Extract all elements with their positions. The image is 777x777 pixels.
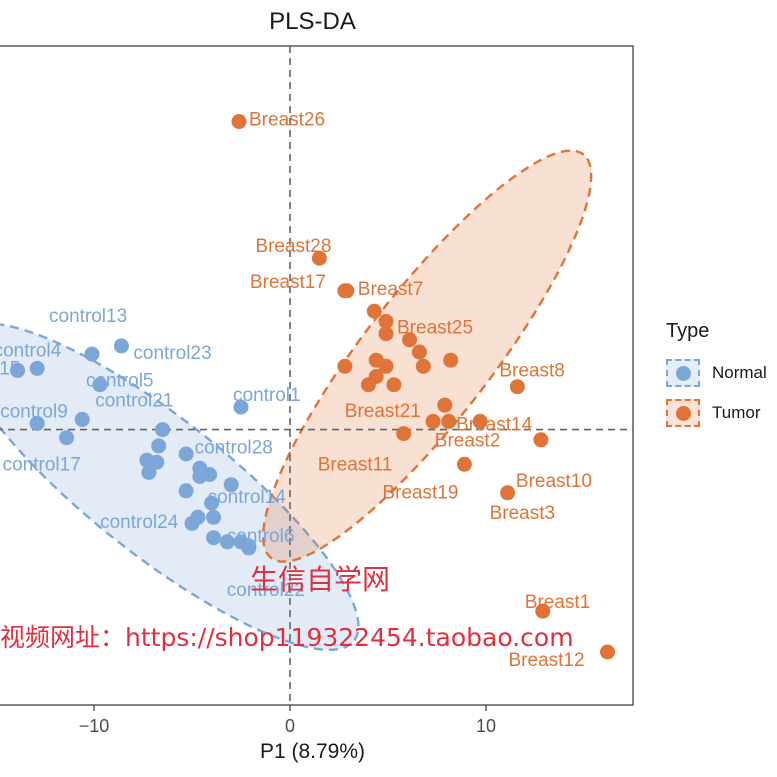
x-tick-label-10: 10 <box>476 716 496 736</box>
point-tumor-breast17 <box>337 283 353 299</box>
point-tumor-breast10 <box>533 432 549 448</box>
point-normal-16 <box>149 454 165 470</box>
point-normal-25 <box>206 509 222 525</box>
point-tumor-breast21 <box>437 397 453 413</box>
chart-title: PLS-DA <box>269 8 356 35</box>
point-label-control6: control6 <box>227 526 295 547</box>
point-normal-17 <box>141 464 157 480</box>
point-label-control14: control14 <box>208 487 287 508</box>
point-label-breast21: Breast21 <box>345 401 421 422</box>
point-normal-14 <box>151 438 167 454</box>
point-normal-26 <box>206 530 222 546</box>
legend-item-tumor: Tumor <box>666 393 777 433</box>
point-normal-21 <box>202 467 218 482</box>
ellipse-normal <box>0 323 360 651</box>
point-label-control22: control22 <box>227 580 305 601</box>
point-normal-control1 <box>233 399 249 415</box>
point-tumor-24 <box>386 377 402 393</box>
point-tumor-breast19 <box>456 456 472 472</box>
point-tumor-breast8 <box>509 379 525 395</box>
point-label-breast26: Breast26 <box>249 110 325 131</box>
point-tumor-breast28 <box>311 250 327 266</box>
point-label-control15: control15 <box>0 358 20 379</box>
point-tumor-15 <box>366 303 382 319</box>
ellipse-tumor <box>261 149 593 563</box>
point-label-breast19: Breast19 <box>382 482 458 503</box>
point-label-control23: control23 <box>133 343 211 364</box>
point-tumor-17 <box>402 332 418 348</box>
point-normal-control24 <box>178 483 194 499</box>
point-label-control1: control1 <box>233 385 301 406</box>
watermark-url: 视频网址：https://shop119322454.taobao.com <box>0 623 574 652</box>
point-normal-control21 <box>74 411 90 427</box>
point-label-breast28: Breast28 <box>255 236 331 257</box>
point-label-control17: control17 <box>3 455 81 476</box>
point-label-control21: control21 <box>95 390 173 411</box>
point-tumor-23 <box>360 377 376 393</box>
point-tumor-breast12 <box>600 644 615 660</box>
point-tumor-breast14 <box>472 413 488 429</box>
point-tumor-21 <box>378 358 394 374</box>
point-label-control28: control28 <box>195 438 273 459</box>
point-normal-28 <box>233 534 249 550</box>
point-tumor-breast3 <box>500 485 516 501</box>
point-label-control5: control5 <box>86 371 154 392</box>
watermark-title: 生信自学网 <box>250 563 391 596</box>
legend-key-normal <box>666 359 700 387</box>
point-label-breast3: Breast3 <box>490 503 555 524</box>
point-label-breast10: Breast10 <box>516 471 592 492</box>
point-normal-control15 <box>29 360 45 376</box>
point-normal-control5 <box>92 377 108 393</box>
point-label-breast12: Breast12 <box>509 650 585 671</box>
legend: Type Normal Tumor <box>666 320 777 433</box>
point-normal-27 <box>219 534 235 550</box>
point-tumor-19 <box>337 358 353 374</box>
point-tumor-breast1 <box>535 603 551 619</box>
point-label-breast11: Breast11 <box>318 455 393 476</box>
point-label-control24: control24 <box>100 512 179 533</box>
point-tumor-26 <box>443 352 459 368</box>
x-tick-label-10: −10 <box>79 716 110 736</box>
point-label-control13: control13 <box>49 306 127 327</box>
point-label-breast7: Breast7 <box>358 279 423 300</box>
point-tumor-breast25 <box>378 313 394 329</box>
legend-item-normal: Normal <box>666 353 777 393</box>
panel-border <box>0 45 634 706</box>
legend-label-tumor: Tumor <box>712 403 761 422</box>
point-label-breast25: Breast25 <box>397 317 473 338</box>
point-label-breast8: Breast8 <box>499 361 564 382</box>
x-axis-label: P1 (8.79%) <box>259 740 366 763</box>
point-tumor-breast11 <box>396 426 412 442</box>
point-normal-18 <box>178 446 194 462</box>
point-tumor-27 <box>425 413 441 429</box>
point-label-breast17: Breast17 <box>250 272 326 293</box>
point-normal-control23 <box>113 338 129 354</box>
legend-dot-tumor <box>675 405 691 421</box>
point-tumor-breast2 <box>441 413 457 429</box>
point-normal-22 <box>223 477 239 493</box>
point-normal-control9 <box>29 415 45 431</box>
legend-key-tumor <box>666 399 700 427</box>
point-label-breast14: Breast14 <box>456 414 532 435</box>
legend-label-normal: Normal <box>712 363 767 382</box>
point-label-control9: control9 <box>0 401 68 422</box>
point-normal-control13 <box>84 346 100 362</box>
point-normal-control17 <box>59 430 75 446</box>
point-tumor-18 <box>411 344 427 360</box>
legend-title: Type <box>666 320 710 342</box>
x-tick-label-0: 0 <box>285 716 295 736</box>
point-normal-control14 <box>204 495 220 511</box>
point-tumor-16 <box>378 326 394 342</box>
point-label-breast1: Breast1 <box>525 592 590 613</box>
point-label-breast2: Breast2 <box>435 430 500 451</box>
point-tumor-25 <box>415 358 431 374</box>
point-tumor-breast26 <box>231 114 247 129</box>
point-normal-control4 <box>10 362 26 378</box>
legend-dot-normal <box>675 365 691 381</box>
point-normal-control28 <box>155 422 171 438</box>
point-normal-24 <box>184 515 200 531</box>
point-label-control4: control4 <box>0 340 62 361</box>
